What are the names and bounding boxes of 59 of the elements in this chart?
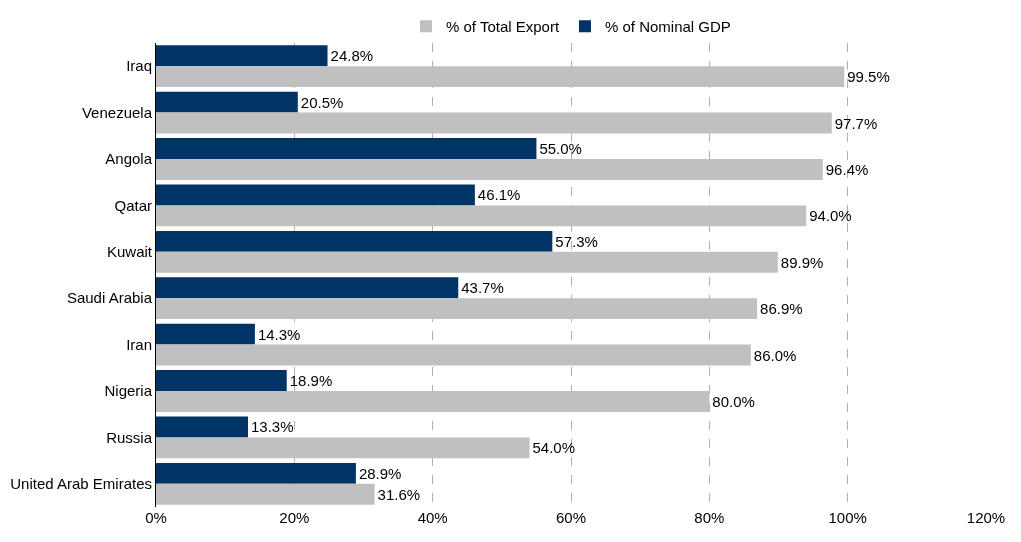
y-tick-label: Iran bbox=[126, 335, 152, 353]
bar bbox=[156, 251, 778, 273]
legend-label: % of Nominal GDP bbox=[604, 18, 731, 36]
x-tick-label: 0% bbox=[145, 509, 167, 526]
data-label: 99.5% bbox=[847, 68, 890, 86]
legend-label: % of Total Export bbox=[446, 18, 560, 36]
bar bbox=[156, 230, 553, 252]
x-tick-label: 40% bbox=[417, 509, 448, 526]
bar bbox=[156, 277, 459, 299]
bar bbox=[156, 462, 356, 484]
bar bbox=[156, 112, 832, 134]
data-label: 57.3% bbox=[555, 232, 598, 250]
data-label: 18.9% bbox=[289, 372, 333, 390]
x-tick-label: 80% bbox=[694, 509, 725, 526]
data-label: 28.9% bbox=[358, 464, 402, 482]
y-tick-label: Saudi Arabia bbox=[66, 289, 153, 307]
bar bbox=[156, 184, 475, 206]
data-label: 54.0% bbox=[532, 439, 576, 457]
bar bbox=[156, 391, 710, 412]
data-label: 97.7% bbox=[834, 114, 878, 132]
y-tick-label: Nigeria bbox=[104, 382, 153, 400]
x-tick-label: 20% bbox=[279, 509, 310, 526]
data-label: 43.7% bbox=[461, 279, 504, 297]
bar bbox=[156, 66, 845, 88]
data-label: 24.8% bbox=[330, 47, 374, 65]
bar bbox=[156, 138, 537, 159]
data-label: 20.5% bbox=[300, 93, 344, 111]
y-tick-label: Iraq bbox=[126, 57, 152, 75]
bar bbox=[156, 416, 248, 438]
data-label: 80.0% bbox=[712, 392, 755, 410]
bar bbox=[156, 45, 328, 67]
bar bbox=[156, 323, 255, 345]
y-tick-label: United Arab Emirates bbox=[10, 475, 152, 493]
x-tick-label: 100% bbox=[828, 509, 867, 526]
data-label: 89.9% bbox=[780, 253, 824, 271]
data-label: 96.4% bbox=[825, 160, 869, 178]
data-label: 14.3% bbox=[257, 325, 301, 343]
y-tick-label: Kuwait bbox=[106, 243, 153, 261]
bar bbox=[156, 344, 751, 366]
data-label: 31.6% bbox=[377, 485, 421, 503]
bar bbox=[156, 91, 298, 113]
data-label: 86.9% bbox=[760, 300, 803, 318]
y-tick-label: Angola bbox=[105, 150, 153, 168]
x-tick-label: 120% bbox=[966, 509, 1006, 526]
bar bbox=[156, 483, 375, 505]
y-tick-label: Qatar bbox=[114, 196, 152, 214]
x-tick-label: 60% bbox=[555, 509, 587, 526]
bar bbox=[156, 205, 807, 227]
data-label: 86.0% bbox=[753, 346, 797, 364]
bar bbox=[156, 298, 758, 320]
bar bbox=[156, 437, 530, 459]
y-tick-label: Venezuela bbox=[81, 103, 153, 121]
data-label: 94.0% bbox=[809, 207, 852, 225]
bar bbox=[156, 159, 823, 180]
y-tick-label: Russia bbox=[106, 428, 153, 446]
data-label: 13.3% bbox=[250, 418, 294, 436]
data-label: 55.0% bbox=[539, 140, 582, 158]
data-label: 46.1% bbox=[477, 186, 521, 204]
bar bbox=[156, 370, 287, 391]
